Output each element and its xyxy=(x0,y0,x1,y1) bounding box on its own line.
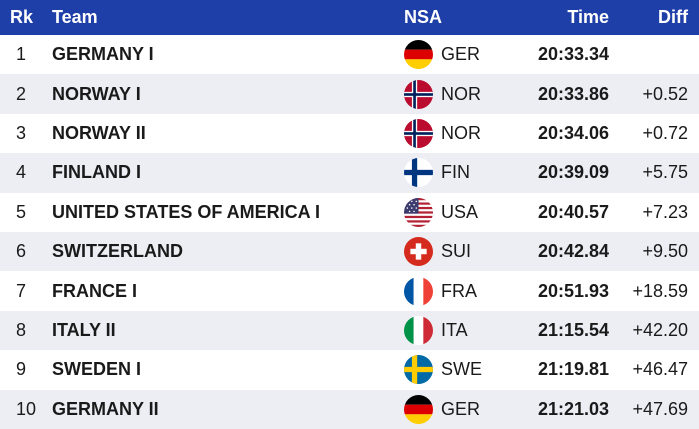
rank-cell: 10 xyxy=(16,398,37,419)
table-row[interactable]: 3 NORWAY II NOR 20:34.06 +0.72 xyxy=(0,114,699,153)
table-row[interactable]: 5 UNITED STATES OF AMERICA I USA 20:40.57 +7… xyxy=(0,193,699,232)
rank-cell: 1 xyxy=(16,44,27,65)
diff-cell: +9.50 xyxy=(642,241,688,262)
nsa-code: GER xyxy=(441,398,481,419)
time-cell: 20:51.93 xyxy=(537,280,609,301)
nsa-cell: NOR xyxy=(404,118,494,148)
team-cell[interactable]: GERMANY I xyxy=(52,44,154,65)
diff-cell: +47.69 xyxy=(632,398,688,419)
header-diff[interactable]: Diff xyxy=(658,7,688,27)
nsa-code: GER xyxy=(441,44,481,65)
nsa-code: FRA xyxy=(441,280,477,301)
sweden-flag-icon xyxy=(404,355,433,385)
switzerland-flag-icon xyxy=(404,237,433,267)
rank-cell: 6 xyxy=(16,241,27,262)
header-time[interactable]: Time xyxy=(567,7,609,27)
nsa-code: FIN xyxy=(441,162,470,183)
nsa-cell: GER xyxy=(404,40,494,70)
france-flag-icon xyxy=(404,276,433,306)
header-rank[interactable]: Rk xyxy=(10,7,34,27)
time-cell: 20:40.57 xyxy=(537,201,609,222)
time-cell: 20:33.34 xyxy=(537,44,609,65)
diff-cell: +0.72 xyxy=(642,122,688,143)
table-row[interactable]: 6 SWITZERLAND SUI 20:42.84 +9.50 xyxy=(0,231,699,272)
finland-flag-icon xyxy=(404,158,433,188)
team-cell[interactable]: FRANCE I xyxy=(52,280,137,301)
team-cell[interactable]: FINLAND I xyxy=(52,162,141,183)
norway-flag-icon xyxy=(404,118,433,148)
nsa-cell: NOR xyxy=(404,79,494,109)
time-cell: 20:39.09 xyxy=(537,162,609,183)
table-header: Rk Team NSA Time Diff xyxy=(0,0,699,35)
norway-flag-icon xyxy=(404,79,433,109)
rank-cell: 4 xyxy=(16,162,27,183)
time-cell: 20:34.06 xyxy=(537,122,609,143)
diff-cell: +7.23 xyxy=(642,201,688,222)
rank-cell: 3 xyxy=(16,122,27,143)
time-cell: 21:15.54 xyxy=(537,319,609,340)
germany-flag-icon xyxy=(404,394,433,424)
team-cell[interactable]: UNITED STATES OF AMERICA I xyxy=(52,201,320,222)
nsa-cell: FRA xyxy=(404,276,494,306)
time-cell: 20:42.84 xyxy=(537,241,609,262)
rank-cell: 8 xyxy=(16,319,27,340)
diff-cell: +46.47 xyxy=(632,359,688,380)
nsa-code: SWE xyxy=(441,359,483,380)
nsa-cell: USA xyxy=(404,197,494,227)
team-cell[interactable]: GERMANY II xyxy=(52,398,159,419)
table-row[interactable]: 7 FRANCE I FRA 20:51.93 +18.59 xyxy=(0,271,699,310)
rank-cell: 7 xyxy=(16,280,27,301)
time-cell: 20:33.86 xyxy=(537,83,609,104)
germany-flag-icon xyxy=(404,40,433,70)
nsa-cell: GER xyxy=(404,394,494,424)
diff-cell: +42.20 xyxy=(632,319,688,340)
italy-flag-icon xyxy=(404,315,433,345)
nsa-code: NOR xyxy=(441,122,481,143)
nsa-code: SUI xyxy=(441,241,472,262)
team-cell[interactable]: SWEDEN I xyxy=(52,359,142,380)
team-cell[interactable]: ITALY II xyxy=(52,319,116,340)
diff-cell: +0.52 xyxy=(642,83,688,104)
nsa-code: ITA xyxy=(441,319,468,340)
table-row[interactable]: 9 SWEDEN I SWE 21:19.81 +46.47 xyxy=(0,350,699,389)
nsa-cell: SUI xyxy=(404,237,494,267)
nsa-code: NOR xyxy=(441,83,481,104)
time-cell: 21:19.81 xyxy=(537,359,609,380)
header-team[interactable]: Team xyxy=(52,7,98,27)
nsa-code: USA xyxy=(441,201,479,222)
team-cell[interactable]: SWITZERLAND xyxy=(52,241,183,262)
table-row[interactable]: 4 FINLAND I FIN 20:39.09 +5.75 xyxy=(0,153,699,193)
header-nsa[interactable]: NSA xyxy=(404,7,443,27)
time-cell: 21:21.03 xyxy=(537,398,609,419)
rank-cell: 2 xyxy=(16,83,27,104)
table-row[interactable]: 2 NORWAY I NOR 20:33.86 +0.52 xyxy=(0,74,699,114)
usa-flag-icon xyxy=(404,197,433,227)
team-cell[interactable]: NORWAY II xyxy=(52,122,146,143)
rank-cell: 9 xyxy=(16,359,27,380)
nsa-cell: FIN xyxy=(404,158,494,188)
nsa-cell: ITA xyxy=(404,315,494,345)
table-row[interactable]: 1 GERMANY I GER 20:33.34 xyxy=(0,35,699,74)
team-cell[interactable]: NORWAY I xyxy=(52,83,141,104)
table-row[interactable]: 10 GERMANY II GER 21:21.03 +47.69 xyxy=(0,389,699,429)
table-row[interactable]: 8 ITALY II ITA 21:15.54 +42.20 xyxy=(0,310,699,351)
rank-cell: 5 xyxy=(16,201,27,222)
diff-cell: +18.59 xyxy=(632,280,688,301)
nsa-cell: SWE xyxy=(404,355,494,385)
diff-cell: +5.75 xyxy=(642,162,688,183)
